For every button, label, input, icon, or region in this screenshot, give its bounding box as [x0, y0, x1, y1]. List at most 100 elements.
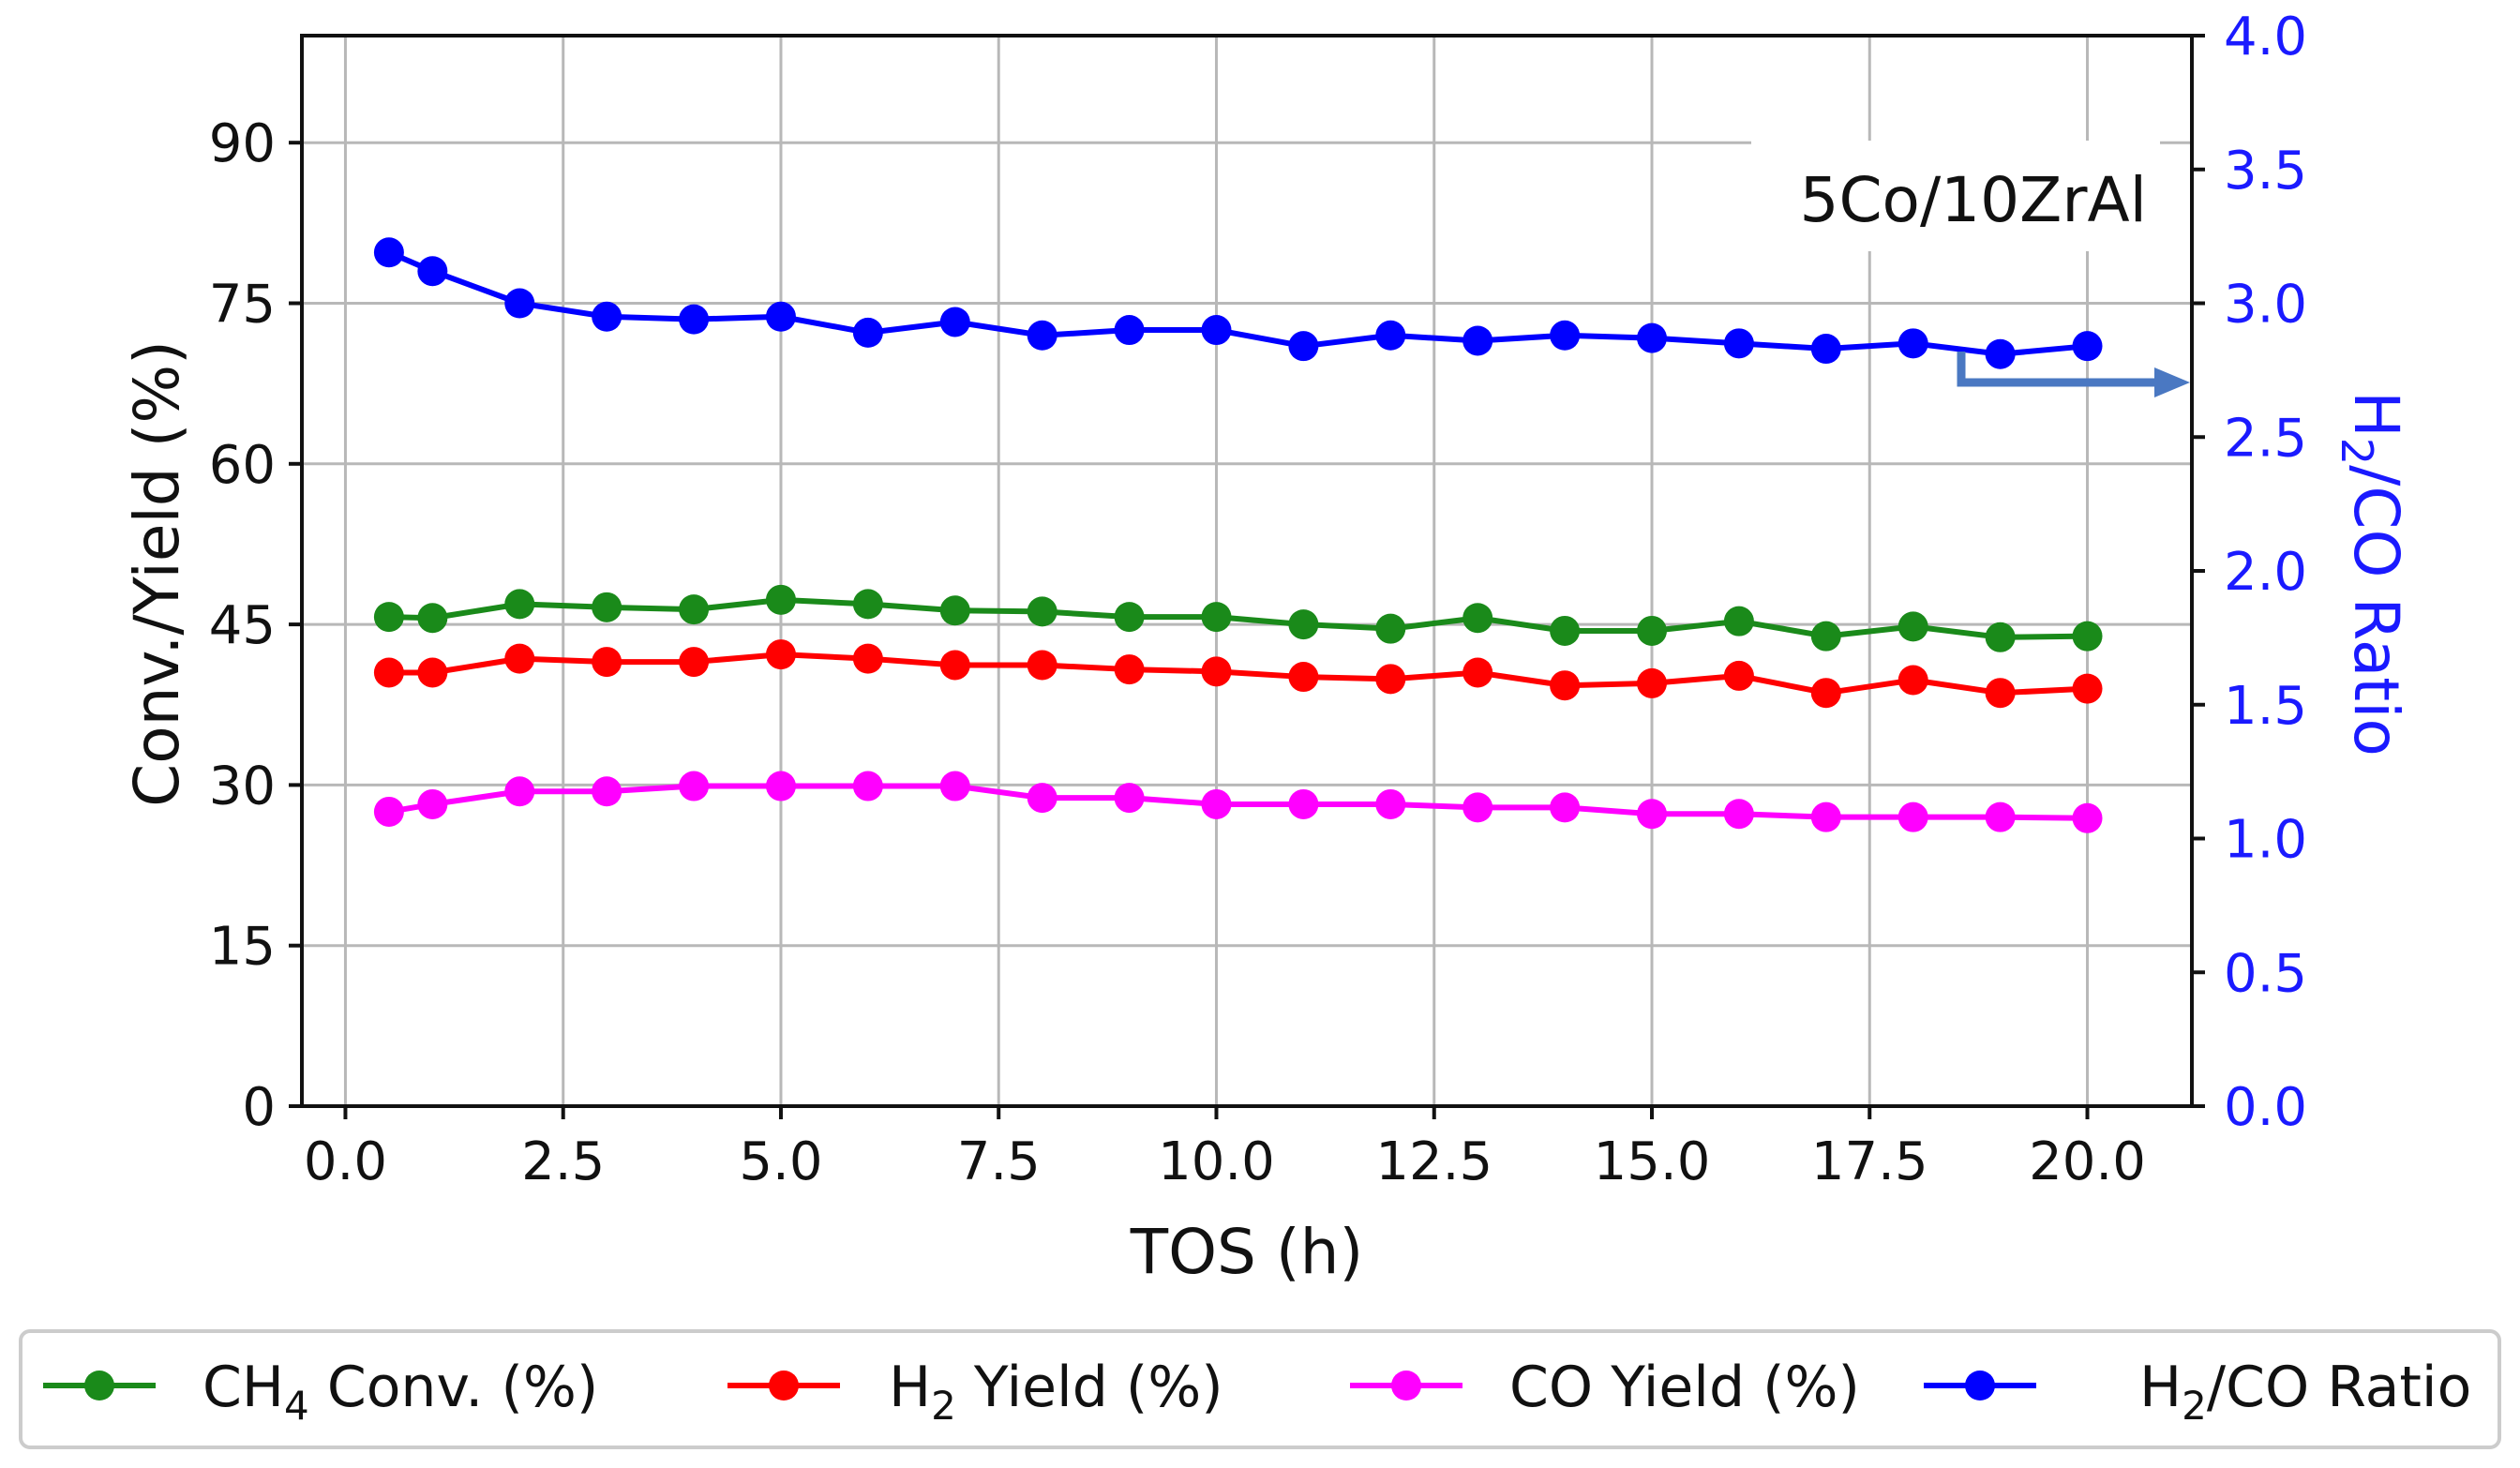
data-point-ch4: [417, 603, 448, 634]
legend-swatch-marker: [84, 1371, 114, 1401]
data-point-ch4: [1723, 606, 1754, 637]
data-point-ch4: [1288, 609, 1319, 640]
y-tick-label: 60: [209, 435, 276, 496]
legend-item-ch4: CH4 Conv. (%): [43, 1355, 598, 1429]
data-point-ch4: [1637, 615, 1667, 646]
legend: CH4 Conv. (%) H2 Yield (%) CO Yield (%) …: [19, 1329, 2501, 1449]
data-point-ratio: [373, 237, 404, 268]
data-point-ch4: [373, 602, 404, 633]
data-point-h2: [1375, 664, 1406, 695]
right-axis-arrow: [1957, 352, 2190, 397]
data-point-co: [1810, 801, 1841, 832]
data-point-ratio: [592, 301, 622, 332]
y2-axis-title: H2/CO Ratio: [2332, 391, 2412, 756]
legend-label-ch4: CH4 Conv. (%): [202, 1355, 598, 1429]
data-point-h2: [1898, 665, 1928, 696]
axis-ticks: 0.0 2.5 5.0 7.5 10.0 12.5 15.0 17.5 20.0 0 15 30 45 6…: [209, 7, 2307, 1192]
data-point-h2: [939, 650, 970, 681]
legend-label-co: CO Yield (%): [1509, 1355, 1860, 1420]
data-point-ratio: [765, 301, 796, 332]
data-point-h2: [2072, 673, 2103, 704]
data-point-co: [1114, 783, 1145, 814]
data-point-h2: [1201, 656, 1232, 687]
data-point-h2: [417, 657, 448, 688]
x-axis-title: TOS (h): [1130, 1216, 1363, 1288]
x-tick-label: 20.0: [2029, 1131, 2146, 1192]
y2-tick-label: 3.0: [2224, 275, 2307, 336]
data-point-co: [939, 771, 970, 801]
legend-label-ratio: H2/CO Ratio: [2139, 1355, 2471, 1429]
data-point-co: [1550, 792, 1581, 823]
y2-tick-label: 2.0: [2224, 542, 2307, 603]
y-tick-label: 0: [242, 1077, 276, 1138]
data-point-ch4: [1462, 603, 1493, 634]
data-point-h2: [373, 657, 404, 688]
data-point-ch4: [679, 594, 710, 625]
data-point-ratio: [1550, 320, 1581, 351]
data-point-h2: [1810, 678, 1841, 709]
data-point-h2: [1637, 667, 1667, 698]
legend-label-h2: H2 Yield (%): [889, 1355, 1223, 1429]
data-point-h2: [1462, 657, 1493, 688]
data-point-ch4: [1114, 602, 1145, 633]
x-tick-label: 7.5: [957, 1131, 1041, 1192]
data-point-ratio: [679, 304, 710, 335]
data-point-ch4: [852, 589, 883, 620]
data-point-h2: [1288, 662, 1319, 693]
x-tick-label: 5.0: [739, 1131, 822, 1192]
data-point-ratio: [1027, 320, 1058, 351]
data-point-co: [1985, 801, 2016, 832]
data-point-ratio: [1114, 315, 1145, 346]
data-point-ch4: [939, 595, 970, 626]
data-point-co: [592, 776, 622, 807]
y2-tick-label: 2.5: [2224, 408, 2307, 469]
data-point-ratio: [1375, 320, 1406, 351]
data-point-ratio: [1723, 328, 1754, 359]
data-point-ch4: [1550, 615, 1581, 646]
x-tick-label: 0.0: [304, 1131, 387, 1192]
legend-item-ratio: H2/CO Ratio: [1924, 1355, 2471, 1429]
data-point-h2: [1027, 650, 1058, 681]
data-point-ch4: [1810, 621, 1841, 652]
data-point-co: [1462, 792, 1493, 823]
data-point-ratio: [1462, 325, 1493, 356]
data-point-h2: [504, 643, 535, 674]
y2-tick-label: 0.5: [2224, 943, 2307, 1004]
x-tick-label: 10.0: [1158, 1131, 1275, 1192]
y2-tick-label: 1.5: [2224, 676, 2307, 737]
y-tick-label: 30: [209, 756, 276, 816]
data-point-h2: [765, 639, 796, 670]
x-tick-label: 15.0: [1594, 1131, 1711, 1192]
data-point-h2: [1550, 670, 1581, 701]
data-point-ratio: [1201, 315, 1232, 346]
legend-frame: [19, 1329, 2501, 1449]
annotation-box: [1751, 141, 2160, 251]
y-axis-title: Conv./Yield (%): [121, 340, 193, 807]
data-point-ch4: [1898, 611, 1928, 642]
data-point-co: [1637, 799, 1667, 830]
data-point-ch4: [1201, 602, 1232, 633]
data-point-h2: [852, 643, 883, 674]
data-point-ratio: [939, 307, 970, 337]
data-point-h2: [1114, 654, 1145, 685]
data-point-co: [765, 771, 796, 801]
annotation-label: 5Co/10ZrAl: [1799, 164, 2147, 236]
legend-swatch-marker: [769, 1371, 799, 1401]
data-point-co: [1027, 783, 1058, 814]
y2-tick-label: 4.0: [2224, 7, 2307, 67]
data-point-co: [1375, 788, 1406, 819]
x-tick-label: 12.5: [1375, 1131, 1492, 1192]
data-point-ratio: [1637, 322, 1667, 353]
data-point-ratio: [417, 256, 448, 287]
data-point-co: [2072, 802, 2103, 833]
series-layer: [373, 237, 2103, 833]
data-point-ch4: [504, 589, 535, 620]
y2-tick-label: 1.0: [2224, 810, 2307, 871]
data-point-co: [679, 771, 710, 801]
data-point-ch4: [2072, 621, 2103, 652]
y-tick-label: 90: [209, 113, 276, 174]
data-point-co: [417, 788, 448, 819]
data-point-h2: [679, 647, 710, 678]
y-tick-label: 45: [209, 595, 276, 656]
